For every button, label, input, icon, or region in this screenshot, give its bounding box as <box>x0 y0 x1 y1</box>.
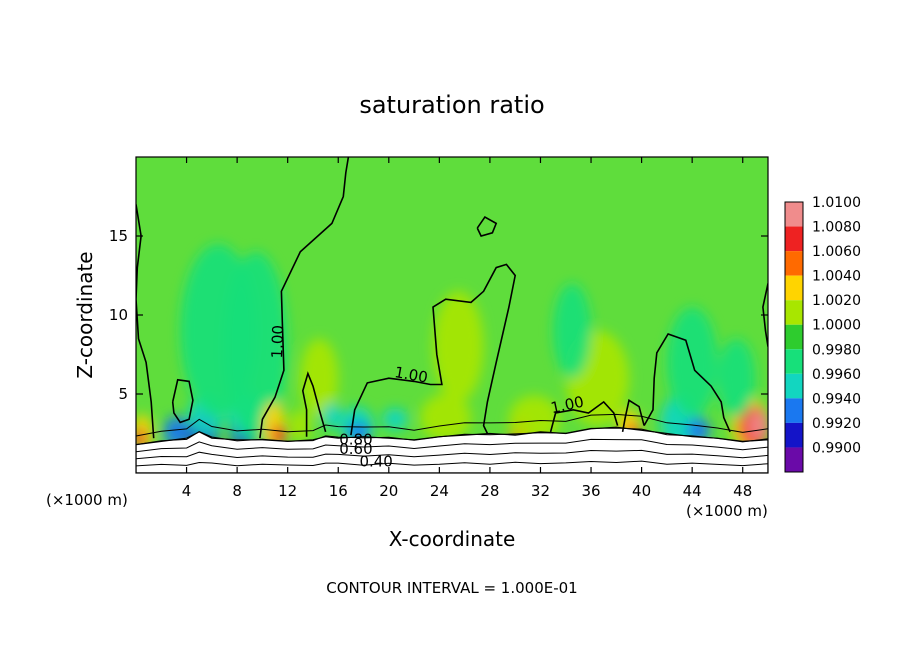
field-anomaly <box>420 394 471 442</box>
saturation-contours <box>136 157 768 439</box>
x-tick-label: 36 <box>581 482 600 500</box>
contour-line-1.00 <box>301 371 327 437</box>
contour-line-1.00 <box>762 283 768 347</box>
field-anomaly <box>717 338 756 418</box>
terrain-contour-line <box>136 460 768 467</box>
colorbar-swatch <box>785 251 803 276</box>
x-tick-label: 32 <box>531 482 550 500</box>
x-tick-label: 20 <box>379 482 398 500</box>
field-anomaly <box>224 251 288 442</box>
x-unit-left: (×1000 m) <box>46 491 128 509</box>
colorbar-label: 1.0040 <box>812 269 861 285</box>
field-anomaly <box>300 338 339 418</box>
colorbar-label: 0.9960 <box>812 367 861 383</box>
colorbar-swatch <box>785 275 803 301</box>
x-tick-label: 4 <box>182 482 192 500</box>
colorbar-label: 0.9900 <box>812 440 861 456</box>
colorbar-frame <box>784 201 804 473</box>
contour-line-1.00 <box>549 400 619 433</box>
field-anomaly <box>508 395 560 443</box>
contour-line-1.00 <box>350 263 517 436</box>
plot-area: 1.001.001.000.800.600.40 <box>136 157 768 473</box>
colorbar-label: 1.0000 <box>812 318 861 334</box>
contour-label: 0.80 <box>339 431 372 449</box>
colorbar-swatch <box>785 202 803 227</box>
field-anomaly <box>321 403 343 429</box>
contour-label: 0.40 <box>359 453 392 471</box>
y-tick-label: 10 <box>109 306 128 324</box>
contour-interval-note: CONTOUR INTERVAL = 1.000E-01 <box>326 579 577 597</box>
colorbar-swatch <box>785 422 803 448</box>
y-tick-label: 15 <box>109 227 128 245</box>
y-tick-label: 5 <box>118 385 128 403</box>
field-anomaly <box>290 409 311 442</box>
y-axis: 5 10 15 <box>109 227 768 403</box>
colorbar-swatch <box>785 324 803 350</box>
colorbar-label: 1.0020 <box>812 293 861 309</box>
contour-labels: 1.001.001.000.800.600.40 <box>268 325 585 471</box>
contour-label: 1.00 <box>268 325 287 359</box>
colorbar-swatch <box>785 398 803 423</box>
y-axis-label: Z-coordinate <box>73 251 97 378</box>
x-axis-label: X-coordinate <box>389 527 516 551</box>
colorbar-swatch <box>785 349 803 374</box>
x-unit-right: (×1000 m) <box>686 502 768 520</box>
contour-label: 0.60 <box>339 440 372 458</box>
colorbar-label: 1.0100 <box>812 195 861 211</box>
chart-title: saturation ratio <box>359 91 544 119</box>
x-tick-label: 8 <box>232 482 242 500</box>
colorbar: 1.0100 1.0080 1.0060 1.0040 1.0020 1.0000 0.99… <box>784 195 861 473</box>
field-anomaly <box>433 291 484 402</box>
field-anomaly <box>382 408 408 431</box>
terrain-contour-line <box>136 413 768 437</box>
colorbar-label: 1.0060 <box>812 244 861 260</box>
terrain-contour-line <box>136 427 768 446</box>
terrain-contour-line <box>136 449 768 460</box>
colorbar-label: 0.9920 <box>812 416 861 432</box>
x-tick-label: 28 <box>480 482 499 500</box>
colorbar-label: 0.9980 <box>812 342 861 358</box>
x-tick-label: 12 <box>278 482 297 500</box>
terrain-contours <box>136 413 768 467</box>
x-tick-label: 24 <box>430 482 449 500</box>
contour-line-1.00 <box>171 378 194 424</box>
x-tick-label: 16 <box>329 482 348 500</box>
x-tick-label: 48 <box>733 482 752 500</box>
contour-label: 1.00 <box>393 363 429 387</box>
contour-line-1.00 <box>136 204 155 439</box>
contour-line-1.00 <box>259 157 350 439</box>
field-anomaly <box>747 411 768 440</box>
colorbar-swatch <box>785 373 803 399</box>
contour-line-1.00 <box>643 333 731 433</box>
x-tick-label: 40 <box>632 482 651 500</box>
terrain-contour-line <box>136 438 768 453</box>
colorbar-label: 1.0080 <box>812 220 861 236</box>
x-tick-label: 44 <box>683 482 702 500</box>
colorbar-swatch <box>785 447 803 472</box>
contour-line-1.00 <box>621 399 645 433</box>
colorbar-swatch <box>785 300 803 325</box>
colorbar-label: 0.9940 <box>812 391 861 407</box>
x-axis: 4 8 12 16 20 24 28 32 36 40 44 48 <box>182 157 752 500</box>
colorbar-swatch <box>785 226 803 252</box>
contour-line-1.00 <box>476 215 498 237</box>
field-anomaly <box>553 283 592 379</box>
